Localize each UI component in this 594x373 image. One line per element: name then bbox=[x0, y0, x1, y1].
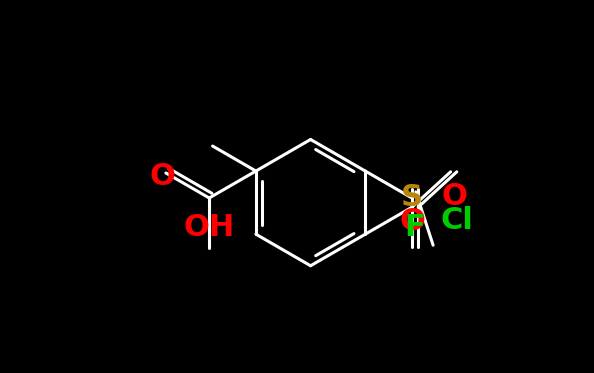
Text: O: O bbox=[399, 207, 425, 236]
Text: O: O bbox=[441, 182, 467, 211]
Text: S: S bbox=[401, 184, 423, 213]
Text: O: O bbox=[149, 162, 175, 191]
Text: Cl: Cl bbox=[441, 206, 473, 235]
Text: F: F bbox=[404, 213, 425, 242]
Text: OH: OH bbox=[184, 213, 235, 242]
